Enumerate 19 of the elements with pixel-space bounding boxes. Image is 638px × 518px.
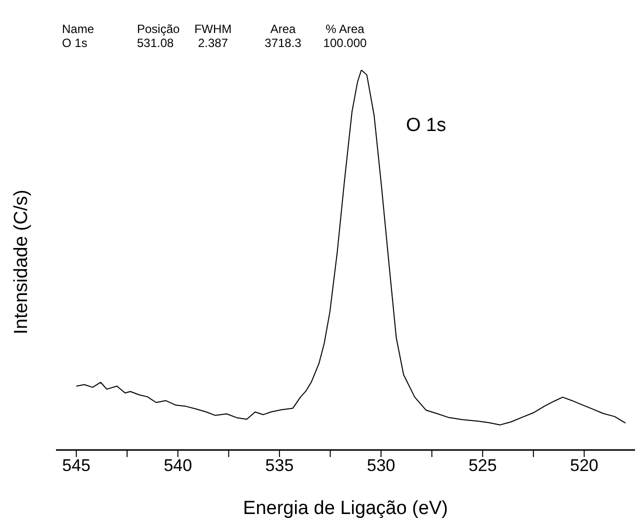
text: Posição — [137, 22, 180, 36]
x-tick-label: 520 — [570, 456, 598, 476]
x-tick-label: 540 — [164, 456, 192, 476]
x-tick-label: 545 — [62, 456, 91, 476]
annotation: O 1s — [406, 115, 446, 137]
text: 531.08 — [137, 36, 174, 50]
text: 2.387 — [196, 36, 230, 50]
text: O 1s — [62, 36, 88, 50]
text: Name — [62, 22, 94, 36]
text: 3718.3 — [264, 36, 302, 50]
text: % Area — [324, 22, 366, 36]
x-tick-label: 530 — [366, 456, 396, 476]
x-tick-label: 535 — [265, 456, 294, 476]
text: Area — [269, 22, 297, 36]
x-tick-label: 525 — [468, 456, 497, 476]
text: 100.000 — [322, 36, 368, 50]
y-axis-title: Intensidade (C/s) — [11, 190, 33, 334]
x-axis-title: Energia de Ligação (eV) — [243, 498, 448, 518]
text: FWHM — [193, 22, 233, 36]
